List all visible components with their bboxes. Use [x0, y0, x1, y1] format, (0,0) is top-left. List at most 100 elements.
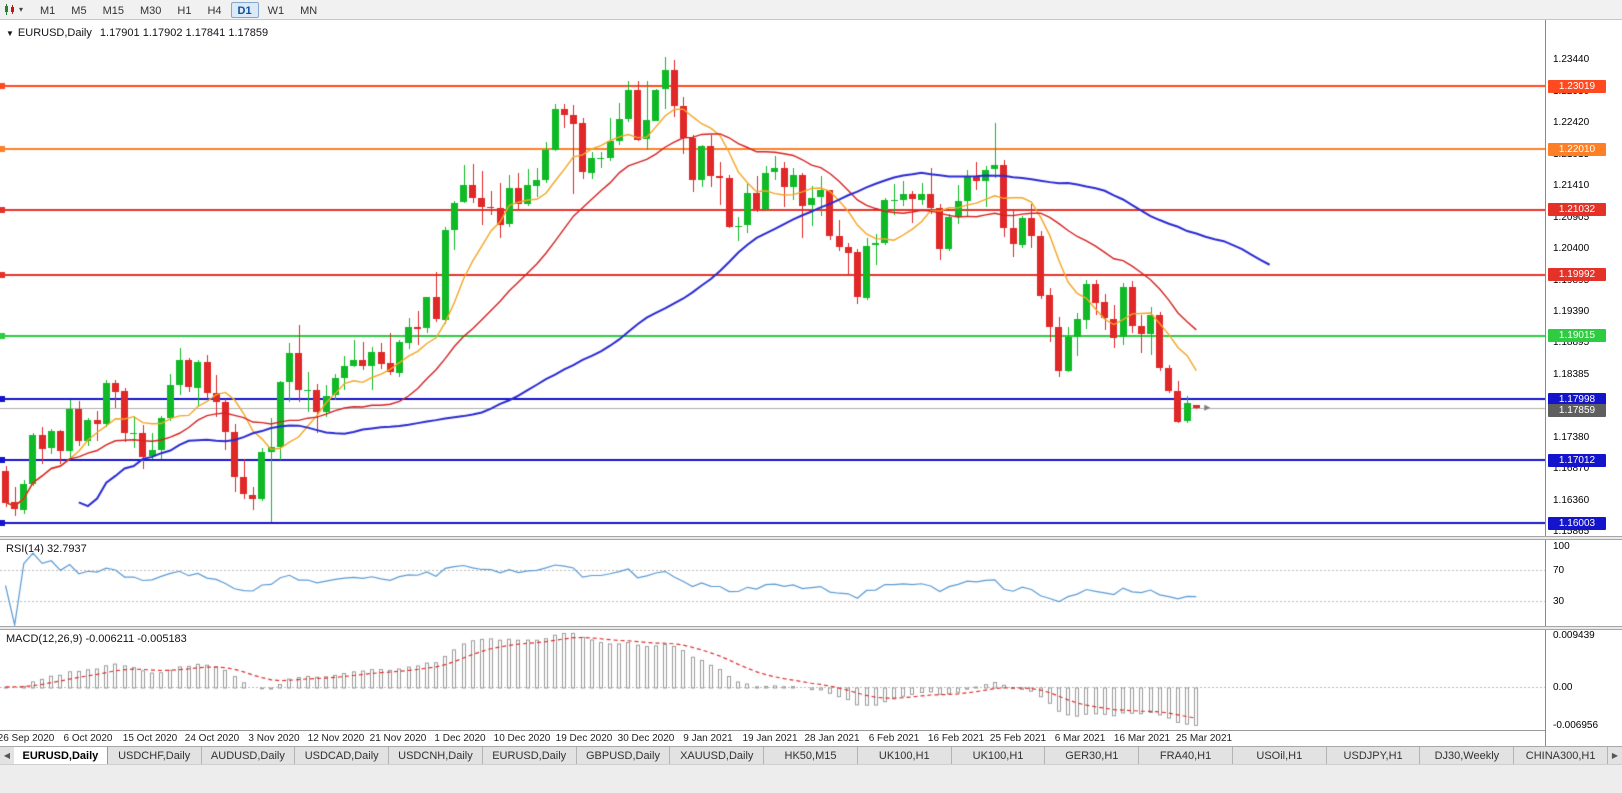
collapse-triangle-icon: ▼	[6, 29, 14, 38]
timeframe-button-d1[interactable]: D1	[230, 1, 259, 18]
price-axis-label: 1.22420	[1553, 117, 1590, 129]
chart-title: ▼ EURUSD,Daily 1.17901 1.17902 1.17841 1.1…	[6, 27, 268, 39]
price-level-tag: 1.23019	[1548, 79, 1606, 93]
price-level-tag: 1.16003	[1548, 516, 1606, 530]
timeframe-button-h1[interactable]: H1	[177, 4, 192, 17]
rsi-canvas[interactable]	[0, 540, 1545, 626]
chart-tab-uk100-h1[interactable]: UK100,H1	[857, 747, 952, 764]
time-axis-label: 6 Mar 2021	[1054, 733, 1106, 744]
chart-tab-xauusd-daily[interactable]: XAUUSD,Daily	[670, 747, 765, 764]
rsi-axis-label: 70	[1553, 564, 1565, 576]
macd-indicator-label: MACD(12,26,9) -0.006211 -0.005183	[6, 633, 187, 645]
price-level-tag: 1.17998	[1548, 392, 1606, 406]
time-axis-label: 9 Jan 2021	[683, 733, 733, 744]
price-axis-label: 1.17380	[1553, 431, 1590, 443]
price-level-tag: 1.17012	[1548, 453, 1606, 467]
price-level-tag: 1.19992	[1548, 268, 1606, 282]
time-axis-label: 25 Mar 2021	[1175, 733, 1233, 744]
price-axis-label: 1.15865	[1553, 525, 1590, 537]
macd-axis-label: -0.006956	[1553, 720, 1599, 731]
chart-type-button[interactable]: ▾	[3, 3, 23, 16]
time-axis-label: 19 Dec 2020	[555, 733, 613, 744]
timeframe-button-m30[interactable]: M30	[139, 4, 162, 17]
price-level-tag: 1.21032	[1548, 203, 1606, 217]
timeframe-button-w1[interactable]: W1	[267, 4, 285, 17]
price-axis-label: 1.18895	[1553, 337, 1590, 349]
timeframe-button-m1[interactable]: M1	[40, 4, 56, 17]
price-axis-label: 1.18385	[1553, 368, 1590, 380]
time-axis-label: 3 Nov 2020	[248, 733, 300, 744]
time-axis-label: 16 Mar 2021	[1113, 733, 1171, 744]
main-chart-panel[interactable]	[0, 20, 1545, 536]
price-axis-label: 1.16360	[1553, 495, 1590, 507]
rsi-panel[interactable]	[0, 540, 1545, 626]
price-axis-label: 1.21410	[1553, 180, 1590, 192]
timeframe-button-m15[interactable]: M15	[102, 4, 124, 17]
time-axis-label: 21 Nov 2020	[369, 733, 427, 744]
time-axis-label: 12 Nov 2020	[307, 733, 365, 744]
time-axis-label: 24 Oct 2020	[184, 733, 240, 744]
timeframe-button-h4[interactable]: H4	[207, 4, 222, 17]
chart-tabs: EURUSD,Daily USDCHF,Daily AUDUSD,Daily USDC…	[14, 747, 1609, 764]
chart-tab-eurusd-daily[interactable]: EURUSD,Daily	[482, 747, 577, 764]
panel-splitter[interactable]	[0, 626, 1622, 630]
time-axis-label: 16 Feb 2021	[927, 733, 985, 744]
chart-tab-ger30-h1[interactable]: GER30,H1	[1045, 747, 1140, 764]
chevron-down-icon: ▾	[19, 5, 24, 14]
price-axis: 1.234401.229301.224201.219151.214101.209…	[1545, 20, 1622, 746]
chart-tab-usdcad-daily[interactable]: USDCAD,Daily	[295, 747, 390, 764]
price-level-tag: 1.17859	[1548, 404, 1606, 418]
time-axis-label: 30 Dec 2020	[617, 733, 675, 744]
chart-tab-uk100-h1[interactable]: UK100,H1	[951, 747, 1046, 764]
price-axis-label: 1.20400	[1553, 243, 1590, 255]
time-axis: 26 Sep 2020 6 Oct 2020 15 Oct 2020 24 Oct 2…	[0, 730, 1545, 746]
chart-tab-gbpusd-daily[interactable]: GBPUSD,Daily	[576, 747, 671, 764]
chart-tab-bar: ◀ EURUSD,Daily USDCHF,Daily AUDUSD,Daily US…	[0, 746, 1622, 764]
chart-tab-usdcnh-daily[interactable]: USDCNH,Daily	[389, 747, 483, 764]
price-axis-label: 1.19390	[1553, 306, 1590, 318]
panel-splitter[interactable]	[0, 536, 1622, 540]
tab-scroll-right-button[interactable]: ▶	[1608, 747, 1622, 764]
time-axis-label: 25 Feb 2021	[989, 733, 1047, 744]
timeframe-button-mn[interactable]: MN	[300, 4, 318, 17]
time-axis-label: 19 Jan 2021	[742, 733, 798, 744]
chart-tab-eurusd-daily[interactable]: EURUSD,Daily	[14, 747, 108, 764]
macd-canvas[interactable]	[0, 630, 1545, 730]
macd-axis-label: 0.009439	[1553, 630, 1595, 641]
chart-tab-dj30-weekly[interactable]: DJ30,Weekly	[1420, 747, 1515, 764]
time-axis-label: 15 Oct 2020	[122, 733, 178, 744]
price-level-tag: 1.22010	[1548, 142, 1606, 156]
chart-tab-audusd-daily[interactable]: AUDUSD,Daily	[201, 747, 296, 764]
time-axis-label: 26 Sep 2020	[0, 733, 55, 744]
timeframe-button-m5[interactable]: M5	[71, 4, 87, 17]
candlestick-chart-icon	[3, 3, 17, 16]
price-chart-canvas[interactable]	[0, 20, 1545, 536]
chart-tab-china300-h1[interactable]: CHINA300,H1	[1514, 747, 1609, 764]
rsi-axis-label: 30	[1553, 596, 1565, 608]
price-level-tag: 1.19015	[1548, 329, 1606, 343]
macd-axis-label: 0.00	[1553, 681, 1573, 693]
time-axis-label: 10 Dec 2020	[493, 733, 551, 744]
chart-tab-usoil-h1[interactable]: USOil,H1	[1232, 747, 1327, 764]
tab-scroll-left-button[interactable]: ◀	[0, 747, 14, 764]
price-axis-label: 1.16870	[1553, 463, 1590, 475]
rsi-indicator-label: RSI(14) 32.7937	[6, 543, 87, 555]
chart-tab-hk50-m15[interactable]: HK50,M15	[764, 747, 858, 764]
price-axis-label: 1.20905	[1553, 211, 1590, 223]
time-axis-label: 6 Oct 2020	[63, 733, 113, 744]
timeframe-toolbar: ▾ M1 M5 M15 M30 H1 H4 D1 W1 MN	[0, 0, 1622, 20]
bottom-strip	[0, 764, 1622, 793]
time-axis-label: 28 Jan 2021	[804, 733, 860, 744]
rsi-axis-label: 100	[1553, 541, 1570, 552]
price-axis-label: 1.23440	[1553, 53, 1590, 65]
chart-ohlc-values: 1.17901 1.17902 1.17841 1.17859	[99, 27, 269, 39]
chart-tab-usdjpy-h1[interactable]: USDJPY,H1	[1326, 747, 1421, 764]
time-axis-label: 1 Dec 2020	[434, 733, 486, 744]
timeframe-buttons: M1 M5 M15 M30 H1 H4 D1 W1 MN	[33, 1, 324, 18]
time-axis-label: 6 Feb 2021	[868, 733, 920, 744]
chart-tab-fra40-h1[interactable]: FRA40,H1	[1139, 747, 1233, 764]
chart-tab-usdchf-daily[interactable]: USDCHF,Daily	[107, 747, 202, 764]
chart-symbol-label: EURUSD,Daily	[17, 27, 92, 39]
macd-panel[interactable]	[0, 630, 1545, 730]
